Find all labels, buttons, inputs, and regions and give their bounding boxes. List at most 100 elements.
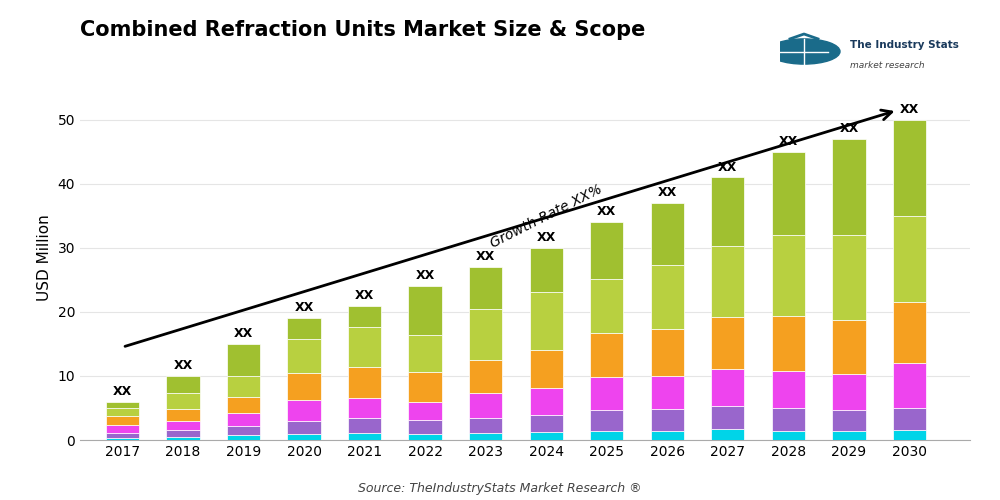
Bar [166, 376, 200, 394]
Bar [590, 410, 623, 432]
Bar [832, 374, 866, 410]
Bar [408, 286, 442, 336]
Bar [772, 371, 805, 408]
Bar [469, 267, 502, 308]
Bar [469, 360, 502, 394]
Bar [469, 433, 502, 440]
Text: XX: XX [173, 359, 193, 372]
Bar [469, 394, 502, 417]
Bar [106, 438, 139, 440]
Bar [166, 394, 200, 409]
Text: XX: XX [113, 384, 132, 398]
Bar [651, 203, 684, 264]
Bar [711, 246, 744, 316]
Bar [893, 363, 926, 408]
Bar [590, 222, 623, 279]
Y-axis label: USD Million: USD Million [37, 214, 52, 301]
Bar [651, 328, 684, 376]
Bar [711, 369, 744, 406]
Bar [348, 306, 381, 327]
Text: Growth Rate XX%: Growth Rate XX% [488, 182, 604, 250]
Text: XX: XX [839, 122, 859, 135]
Bar [469, 418, 502, 433]
Bar [227, 397, 260, 413]
Bar [651, 409, 684, 430]
Bar [772, 316, 805, 371]
Bar [227, 376, 260, 397]
Bar [651, 264, 684, 328]
Bar [590, 334, 623, 377]
Bar [711, 316, 744, 369]
Text: XX: XX [779, 135, 798, 148]
Text: XX: XX [597, 206, 616, 218]
Text: XX: XX [355, 288, 374, 302]
Bar [227, 426, 260, 435]
Bar [772, 152, 805, 236]
Bar [166, 430, 200, 437]
Text: XX: XX [476, 250, 495, 264]
Bar [651, 376, 684, 409]
Bar [530, 292, 563, 350]
Bar [106, 426, 139, 433]
Text: XX: XX [537, 231, 556, 244]
Bar [893, 430, 926, 440]
Text: Source: TheIndustryStats Market Research ®: Source: TheIndustryStats Market Research… [358, 482, 642, 495]
Bar [711, 430, 744, 440]
Bar [590, 432, 623, 440]
Bar [348, 418, 381, 434]
Bar [166, 421, 200, 430]
Bar [530, 350, 563, 388]
Bar [711, 178, 744, 246]
Text: market research: market research [850, 61, 925, 70]
Text: XX: XX [900, 103, 919, 116]
Text: XX: XX [234, 327, 253, 340]
Text: XX: XX [658, 186, 677, 199]
Bar [893, 120, 926, 216]
Bar [287, 400, 321, 420]
Bar [408, 336, 442, 372]
Bar [590, 377, 623, 410]
Bar [832, 431, 866, 440]
Bar [106, 408, 139, 416]
Bar [287, 420, 321, 434]
Bar [530, 432, 563, 440]
Bar [348, 327, 381, 368]
Bar [287, 373, 321, 400]
Bar [651, 430, 684, 440]
Bar [711, 406, 744, 429]
Text: XX: XX [718, 160, 737, 173]
Text: Combined Refraction Units Market Size & Scope: Combined Refraction Units Market Size & … [80, 20, 645, 40]
Bar [106, 433, 139, 438]
Bar [832, 410, 866, 431]
Circle shape [768, 39, 840, 64]
Bar [227, 344, 260, 376]
Bar [469, 308, 502, 360]
Bar [287, 318, 321, 339]
Bar [772, 432, 805, 440]
Bar [408, 434, 442, 440]
Bar [832, 236, 866, 320]
Bar [227, 435, 260, 440]
Bar [408, 402, 442, 420]
Bar [530, 415, 563, 432]
Bar [530, 388, 563, 415]
Bar [408, 372, 442, 402]
Bar [832, 139, 866, 235]
Bar [530, 248, 563, 292]
Bar [227, 413, 260, 426]
Bar [590, 279, 623, 334]
Bar [287, 434, 321, 440]
Bar [893, 216, 926, 302]
Bar [772, 408, 805, 432]
Bar [166, 410, 200, 421]
Bar [348, 368, 381, 398]
Bar [106, 416, 139, 426]
Text: XX: XX [415, 270, 435, 282]
Text: The Industry Stats: The Industry Stats [850, 40, 959, 50]
Bar [832, 320, 866, 374]
Bar [893, 302, 926, 363]
Bar [348, 434, 381, 440]
Bar [166, 437, 200, 440]
Text: XX: XX [294, 302, 314, 314]
Bar [893, 408, 926, 430]
